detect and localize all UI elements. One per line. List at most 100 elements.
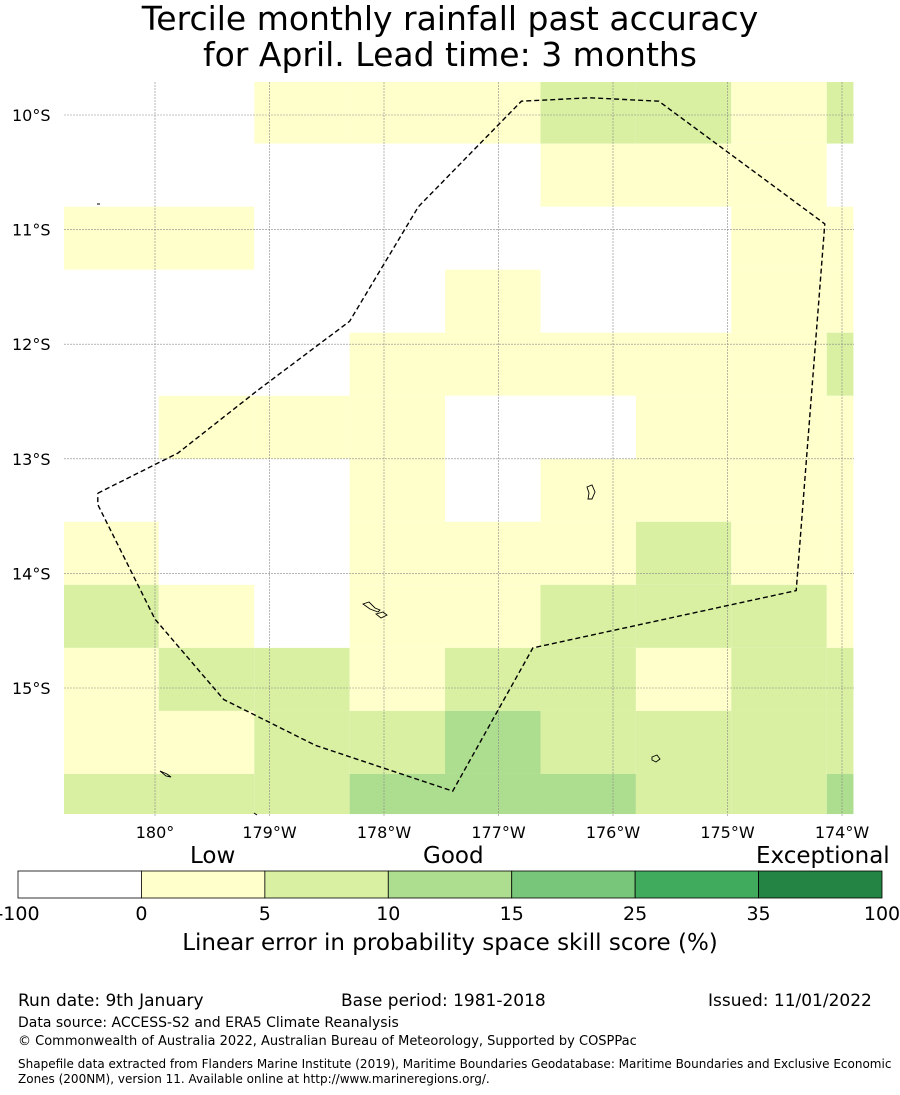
skill-cell xyxy=(254,332,350,396)
skill-cell xyxy=(731,773,827,815)
skill-cell xyxy=(254,206,350,270)
island-outlines xyxy=(97,203,661,816)
skill-cell xyxy=(64,647,159,711)
skill-cell xyxy=(540,82,636,144)
longitude-label: 177°W xyxy=(471,823,526,842)
skill-cell xyxy=(349,143,446,207)
skill-cell xyxy=(349,82,446,144)
skill-cell xyxy=(254,82,350,144)
legend-bin-label: 100 xyxy=(864,903,900,925)
longitude-label: 175°W xyxy=(700,823,755,842)
skill-cell xyxy=(158,269,255,333)
legend-category-low: Low xyxy=(190,843,236,869)
skill-cell xyxy=(64,332,159,396)
skill-cell xyxy=(349,332,446,396)
skill-cell xyxy=(445,395,541,459)
skill-cell xyxy=(445,773,541,815)
legend-swatch xyxy=(17,870,142,899)
longitude-label: 178°W xyxy=(357,823,412,842)
skill-cell xyxy=(254,395,350,459)
latitude-label: 13°S xyxy=(12,450,51,469)
legend-bin-label: 15 xyxy=(500,903,524,925)
skill-cell xyxy=(540,710,636,774)
skill-cell xyxy=(158,82,255,144)
skill-cell xyxy=(445,206,541,270)
skill-cell xyxy=(64,773,159,815)
skill-cell xyxy=(731,584,827,648)
skill-cell xyxy=(64,458,159,522)
latitude-label: 12°S xyxy=(12,335,51,354)
map-title-line1: Tercile monthly rainfall past accuracy xyxy=(141,0,759,38)
legend-bin-label: 5 xyxy=(259,903,271,925)
island-outline xyxy=(375,611,388,619)
shapefile-credit: Shapefile data extracted from Flanders M… xyxy=(18,1057,892,1086)
issued-date: Issued: 11/01/2022 xyxy=(708,991,872,1011)
skill-cell xyxy=(635,269,732,333)
skill-cell xyxy=(64,206,159,270)
map-title-line2: for April. Lead time: 3 months xyxy=(203,35,697,74)
skill-cell xyxy=(254,773,350,815)
skill-cell xyxy=(64,710,159,774)
skill-cell xyxy=(64,521,159,585)
skill-cell xyxy=(158,332,255,396)
skill-cell xyxy=(445,710,541,774)
skill-cell xyxy=(349,269,446,333)
skill-cell xyxy=(731,332,827,396)
longitude-label: 179°W xyxy=(242,823,297,842)
skill-cell xyxy=(349,584,446,648)
skill-cell xyxy=(635,395,732,459)
legend-swatch xyxy=(511,870,636,899)
longitude-labels: 180° 179°W 178°W 177°W 176°W 175°W 174°W xyxy=(136,823,870,842)
skill-cell xyxy=(158,773,255,815)
skill-cell xyxy=(731,395,827,459)
legend-swatch xyxy=(634,870,759,899)
longitude-label: 180° xyxy=(136,823,175,842)
skill-cell xyxy=(349,773,446,815)
skill-cell xyxy=(445,584,541,648)
island-outline xyxy=(159,770,172,778)
legend-category-good: Good xyxy=(423,843,484,869)
longitude-label: 176°W xyxy=(586,823,641,842)
skill-cell xyxy=(158,395,255,459)
skill-cell xyxy=(826,269,854,333)
skill-cell xyxy=(254,584,350,648)
skill-cell xyxy=(731,458,827,522)
skill-cell xyxy=(254,521,350,585)
skill-cell xyxy=(158,206,255,270)
skill-cell xyxy=(635,332,732,396)
skill-cell xyxy=(826,710,854,774)
skill-cell xyxy=(64,584,159,648)
skill-cell xyxy=(731,82,827,144)
skill-cell xyxy=(826,458,854,522)
latitude-labels: 10°S 11°S 12°S 13°S 14°S 15°S xyxy=(12,106,51,698)
skill-cell xyxy=(540,395,636,459)
skill-cell xyxy=(349,206,446,270)
skill-cell xyxy=(445,269,541,333)
skill-cell xyxy=(731,710,827,774)
legend-title: Linear error in probability space skill … xyxy=(182,930,718,956)
skill-grid xyxy=(64,82,854,816)
skill-cell xyxy=(540,521,636,585)
skill-cell xyxy=(254,458,350,522)
legend-swatch xyxy=(264,870,389,899)
island-outline xyxy=(586,484,596,500)
legend-swatch xyxy=(141,870,266,899)
island-outline xyxy=(362,601,381,613)
skill-cell xyxy=(731,206,827,270)
data-source: Data source: ACCESS-S2 and ERA5 Climate … xyxy=(18,1015,399,1031)
latitude-label: 15°S xyxy=(12,679,51,698)
legend-tick-labels: -100 0 5 10 15 25 35 100 xyxy=(0,903,900,925)
skill-cell xyxy=(349,395,446,459)
legend-bin-label: 35 xyxy=(746,903,770,925)
skill-cell xyxy=(826,773,854,815)
legend-bin-label: -100 xyxy=(0,903,40,925)
graticule xyxy=(64,82,854,816)
skill-cell xyxy=(731,269,827,333)
base-period: Base period: 1981-2018 xyxy=(341,991,546,1011)
skill-cell xyxy=(731,143,827,207)
skill-cell xyxy=(540,143,636,207)
eez-boundary xyxy=(97,97,826,792)
longitude-label: 174°W xyxy=(815,823,870,842)
island-outline xyxy=(253,812,258,816)
skill-cell xyxy=(540,269,636,333)
